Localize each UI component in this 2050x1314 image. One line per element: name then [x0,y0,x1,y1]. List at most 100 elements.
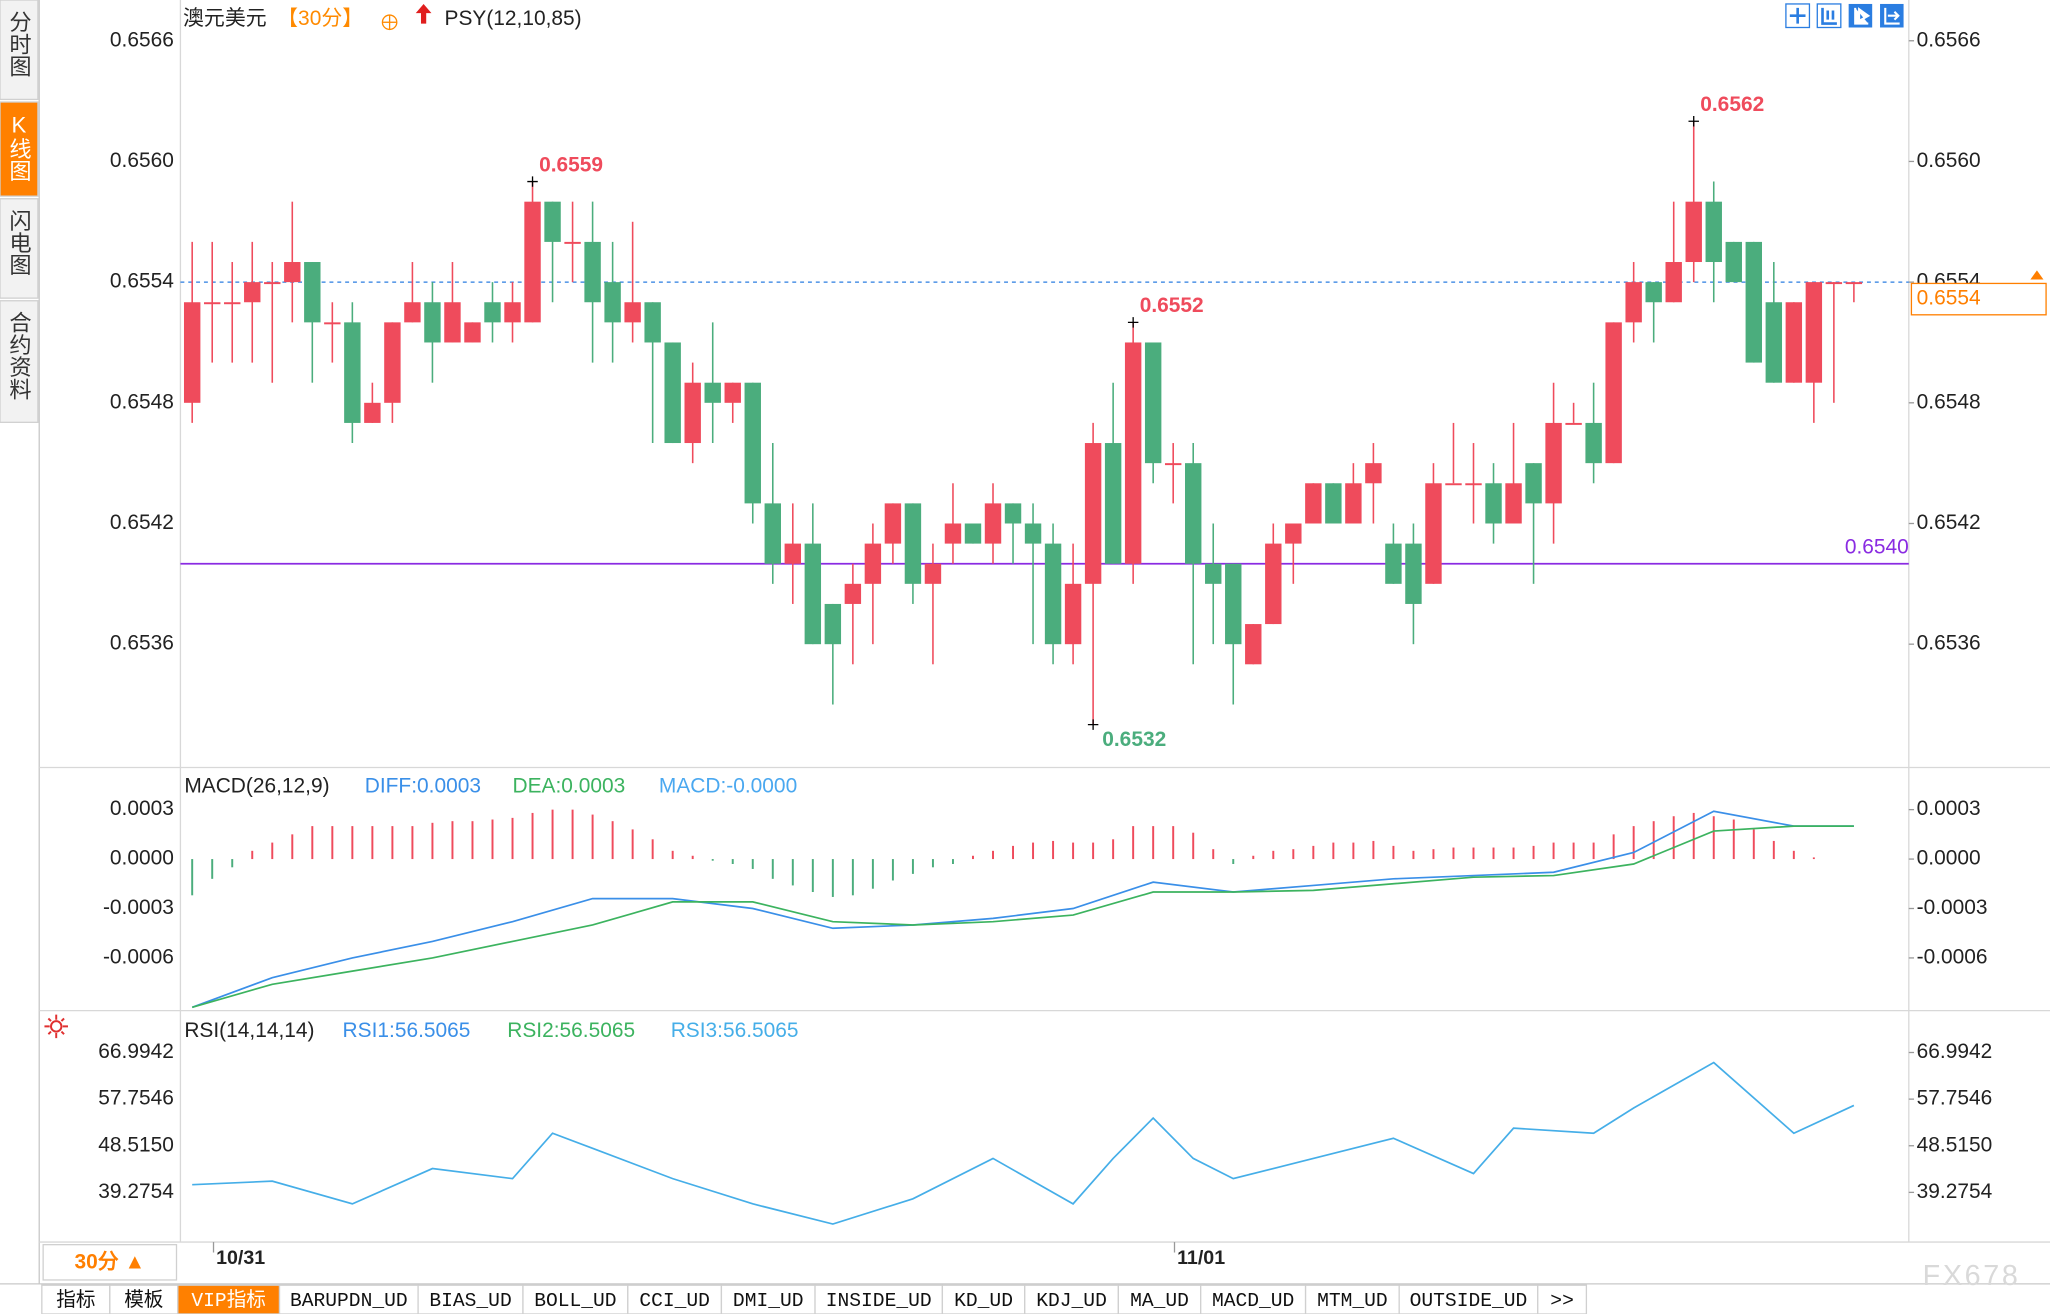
candle-body [1825,282,1843,285]
high-label: 0.6562 [1700,93,1764,116]
candle-body [804,543,822,645]
sidebar-tab-bg [0,0,39,101]
sidebar-tab-bg [0,101,39,197]
candle-body [1545,422,1562,504]
candle-body [1185,463,1202,564]
indicator-tab[interactable]: MACD_UD [1200,1284,1307,1314]
indicator-tab-bg [1537,1284,1588,1314]
candle-body [1385,543,1402,584]
sidebar-tab[interactable]: 分时图 [0,0,39,101]
candle-body [264,282,281,285]
indicator-tab-bg [814,1284,944,1314]
indicator-tab[interactable]: CCI_UD [627,1284,723,1314]
legend-entry: DEA:0.0003 [513,775,626,798]
last-price-marker [2030,270,2044,280]
candle-body [224,302,241,305]
candle-body [1144,342,1162,464]
rsi-icon[interactable] [50,1020,63,1033]
x-tick-label: 11/01 [1177,1247,1225,1269]
indicator-tab[interactable]: 模板 [109,1284,179,1314]
sidebar-tab-bg [0,198,39,299]
period-selector[interactable] [42,1244,178,1281]
y-tick-label: 0.0000 [110,847,174,870]
candle-body [384,322,401,403]
sidebar-tab-label: K线图 [6,112,31,182]
high-label: 0.6552 [1140,294,1204,317]
extreme-marker [1688,115,1699,127]
sidebar-tab-label: 闪电图 [6,209,31,276]
candle-body [203,302,221,305]
candle-body [444,302,461,343]
toolbar-icon [1884,7,1900,25]
candle-body [344,322,361,423]
indicator-tab[interactable]: KDJ_UD [1024,1284,1120,1314]
candle-body [364,402,381,423]
toolbar [1785,3,1904,29]
indicator-tab[interactable]: VIP指标 [177,1284,281,1314]
candle-body [1585,422,1602,464]
y-tick-label-right: 0.0003 [1917,797,1981,820]
y-tick-label: 0.6536 [110,632,174,655]
y-tick-label: 57.7546 [98,1087,174,1110]
candle-body [1004,503,1022,524]
toolbar-icon [1821,7,1837,25]
indicator-tab[interactable]: DMI_UD [720,1284,816,1314]
candle-body [284,262,301,283]
candle-body [664,342,681,444]
indicator-label: PSY(12,10,85) [445,7,582,30]
indicator-tab-label: 指标 [56,1289,95,1312]
candle-body [324,322,341,325]
indicator-tab-bg [41,1284,111,1314]
candle-body [644,302,661,343]
indicator-tab-label: BOLL_UD [534,1290,616,1312]
candle-body [1665,262,1682,303]
indicator-tab[interactable]: BOLL_UD [522,1284,629,1314]
toolbar-icon [1854,7,1871,25]
candle-body [944,523,962,544]
sidebar-tab[interactable]: K线图 [0,101,39,197]
y-tick-label: 0.6542 [110,511,174,534]
reference-label: 0.6540 [1845,536,1909,559]
y-tick-label: -0.0006 [103,945,174,968]
y-tick-label: 0.6554 [110,270,174,293]
extreme-marker [1087,719,1099,730]
candle-body [1505,483,1522,524]
sidebar-tab[interactable]: 闪电图 [0,198,39,299]
period-label: 【30分】 [277,7,363,30]
candle-body [904,503,922,584]
sidebar-tab[interactable]: 合约资料 [0,300,39,423]
candle-body [544,201,561,242]
last-price-box [1910,282,2047,316]
candle-body [1705,201,1722,263]
candle-body [1625,282,1642,323]
panel-title: MACD(26,12,9) [184,775,329,798]
indicator-tab[interactable]: MA_UD [1117,1284,1202,1314]
indicator-tab[interactable]: OUTSIDE_UD [1398,1284,1539,1314]
candle-body [1044,543,1062,645]
indicator-tab[interactable]: 指标 [41,1284,111,1314]
indicator-tab-label: CCI_UD [639,1290,710,1312]
indicator-tab[interactable]: INSIDE_UD [814,1284,944,1314]
candle-body [604,282,621,323]
candle-body [1605,322,1622,464]
macd-line [191,810,1854,1009]
candle-body [424,302,441,343]
indicator-tab[interactable]: MTM_UD [1304,1284,1400,1314]
indicator-tab[interactable]: KD_UD [941,1284,1026,1314]
candle-body [1285,523,1302,544]
indicator-tab-label: DMI_UD [733,1290,804,1312]
sidebar-tab-bg [0,300,39,423]
candle-body [724,382,741,403]
indicator-tab[interactable]: >> [1537,1284,1588,1314]
candle-body [1064,583,1082,645]
indicator-tab[interactable]: BARUPDN_UD [278,1284,419,1314]
candle-body [1645,282,1662,303]
y-tick-label-right: 0.6566 [1917,28,1981,51]
indicator-tab[interactable]: BIAS_UD [417,1284,524,1314]
candle-body [684,382,701,444]
indicator-tab-label: KDJ_UD [1036,1290,1107,1312]
y-tick-label: 0.6566 [110,28,174,51]
legend-entry: RSI2:56.5065 [507,1019,635,1042]
candle-body [864,543,882,584]
candle-body [1565,422,1582,425]
